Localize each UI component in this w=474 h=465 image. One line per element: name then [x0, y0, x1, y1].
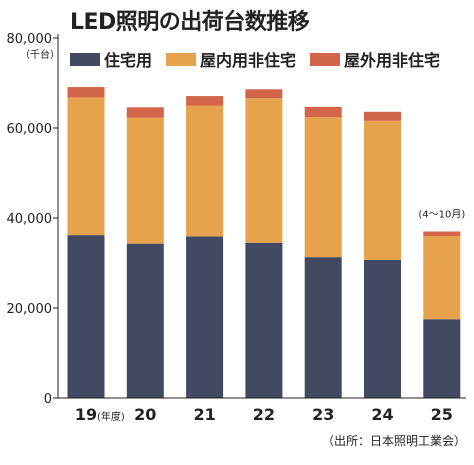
source-note: （出所：日本照明工業会） — [321, 434, 466, 448]
legend-item-residential: 住宅用 — [70, 47, 152, 71]
bar-segment-24-2 — [364, 111, 401, 121]
bar-segment-22-0 — [245, 242, 283, 398]
bar-segment-23-2 — [304, 106, 342, 118]
y-axis: 0 20,000 40,000 60,000 80,000 — [7, 32, 59, 407]
bar-segment-25-2 — [423, 231, 461, 236]
legend-swatch-outdoor — [310, 52, 341, 66]
bar-segment-20-1 — [126, 117, 164, 244]
x-tick-label: 25 — [431, 405, 453, 424]
bars: (4〜10月) — [67, 87, 465, 398]
bar-segment-20-2 — [126, 107, 164, 118]
y-tick-label: 80,000 — [7, 32, 53, 47]
legend-label-indoor: 屋内用非住宅 — [200, 51, 297, 70]
x-tick-label: 19 — [75, 405, 97, 424]
category-note: (4〜10月) — [418, 209, 465, 221]
chart-title: LED照明の出荷台数推移 — [70, 10, 310, 35]
x-tick-label: 24 — [371, 405, 393, 424]
bar-segment-24-0 — [364, 259, 401, 398]
legend: 住宅用 屋内用非住宅 屋外用非住宅 — [70, 47, 440, 71]
x-tick-label: 21 — [193, 405, 215, 424]
legend-label-residential: 住宅用 — [104, 51, 153, 70]
legend-swatch-residential — [70, 52, 100, 66]
bar-segment-20-0 — [126, 243, 164, 398]
bar-segment-21-0 — [186, 236, 224, 398]
bar-segment-22-1 — [245, 98, 283, 243]
x-tick-label: 22 — [253, 405, 275, 424]
bar-segment-23-1 — [304, 117, 342, 258]
x-axis: 19 (年度) 20 21 22 23 24 25 — [58, 397, 466, 424]
bar-segment-19-1 — [67, 97, 105, 236]
y-unit-label: （千台） — [20, 48, 60, 61]
bar-segment-25-0 — [423, 319, 461, 398]
bar-segment-21-2 — [186, 96, 224, 106]
bar-segment-21-1 — [186, 105, 224, 237]
bar-segment-24-1 — [364, 120, 401, 260]
legend-item-indoor: 屋内用非住宅 — [166, 47, 296, 71]
x-unit-note: (年度) — [97, 410, 125, 423]
y-tick-label: 40,000 — [7, 212, 53, 227]
bar-segment-25-1 — [423, 236, 461, 320]
y-tick-label: 60,000 — [7, 122, 53, 137]
legend-label-outdoor: 屋外用非住宅 — [344, 51, 441, 70]
x-tick-label: 23 — [312, 405, 334, 424]
bar-segment-19-2 — [67, 87, 105, 98]
bar-segment-19-0 — [67, 235, 105, 398]
bar-segment-22-2 — [245, 89, 283, 99]
x-tick-label: 20 — [134, 405, 156, 424]
legend-swatch-indoor — [166, 52, 197, 66]
legend-item-outdoor: 屋外用非住宅 — [310, 47, 440, 71]
bar-segment-23-0 — [304, 257, 342, 398]
y-tick-label: 20,000 — [7, 302, 53, 317]
y-tick-label: 0 — [44, 392, 52, 407]
